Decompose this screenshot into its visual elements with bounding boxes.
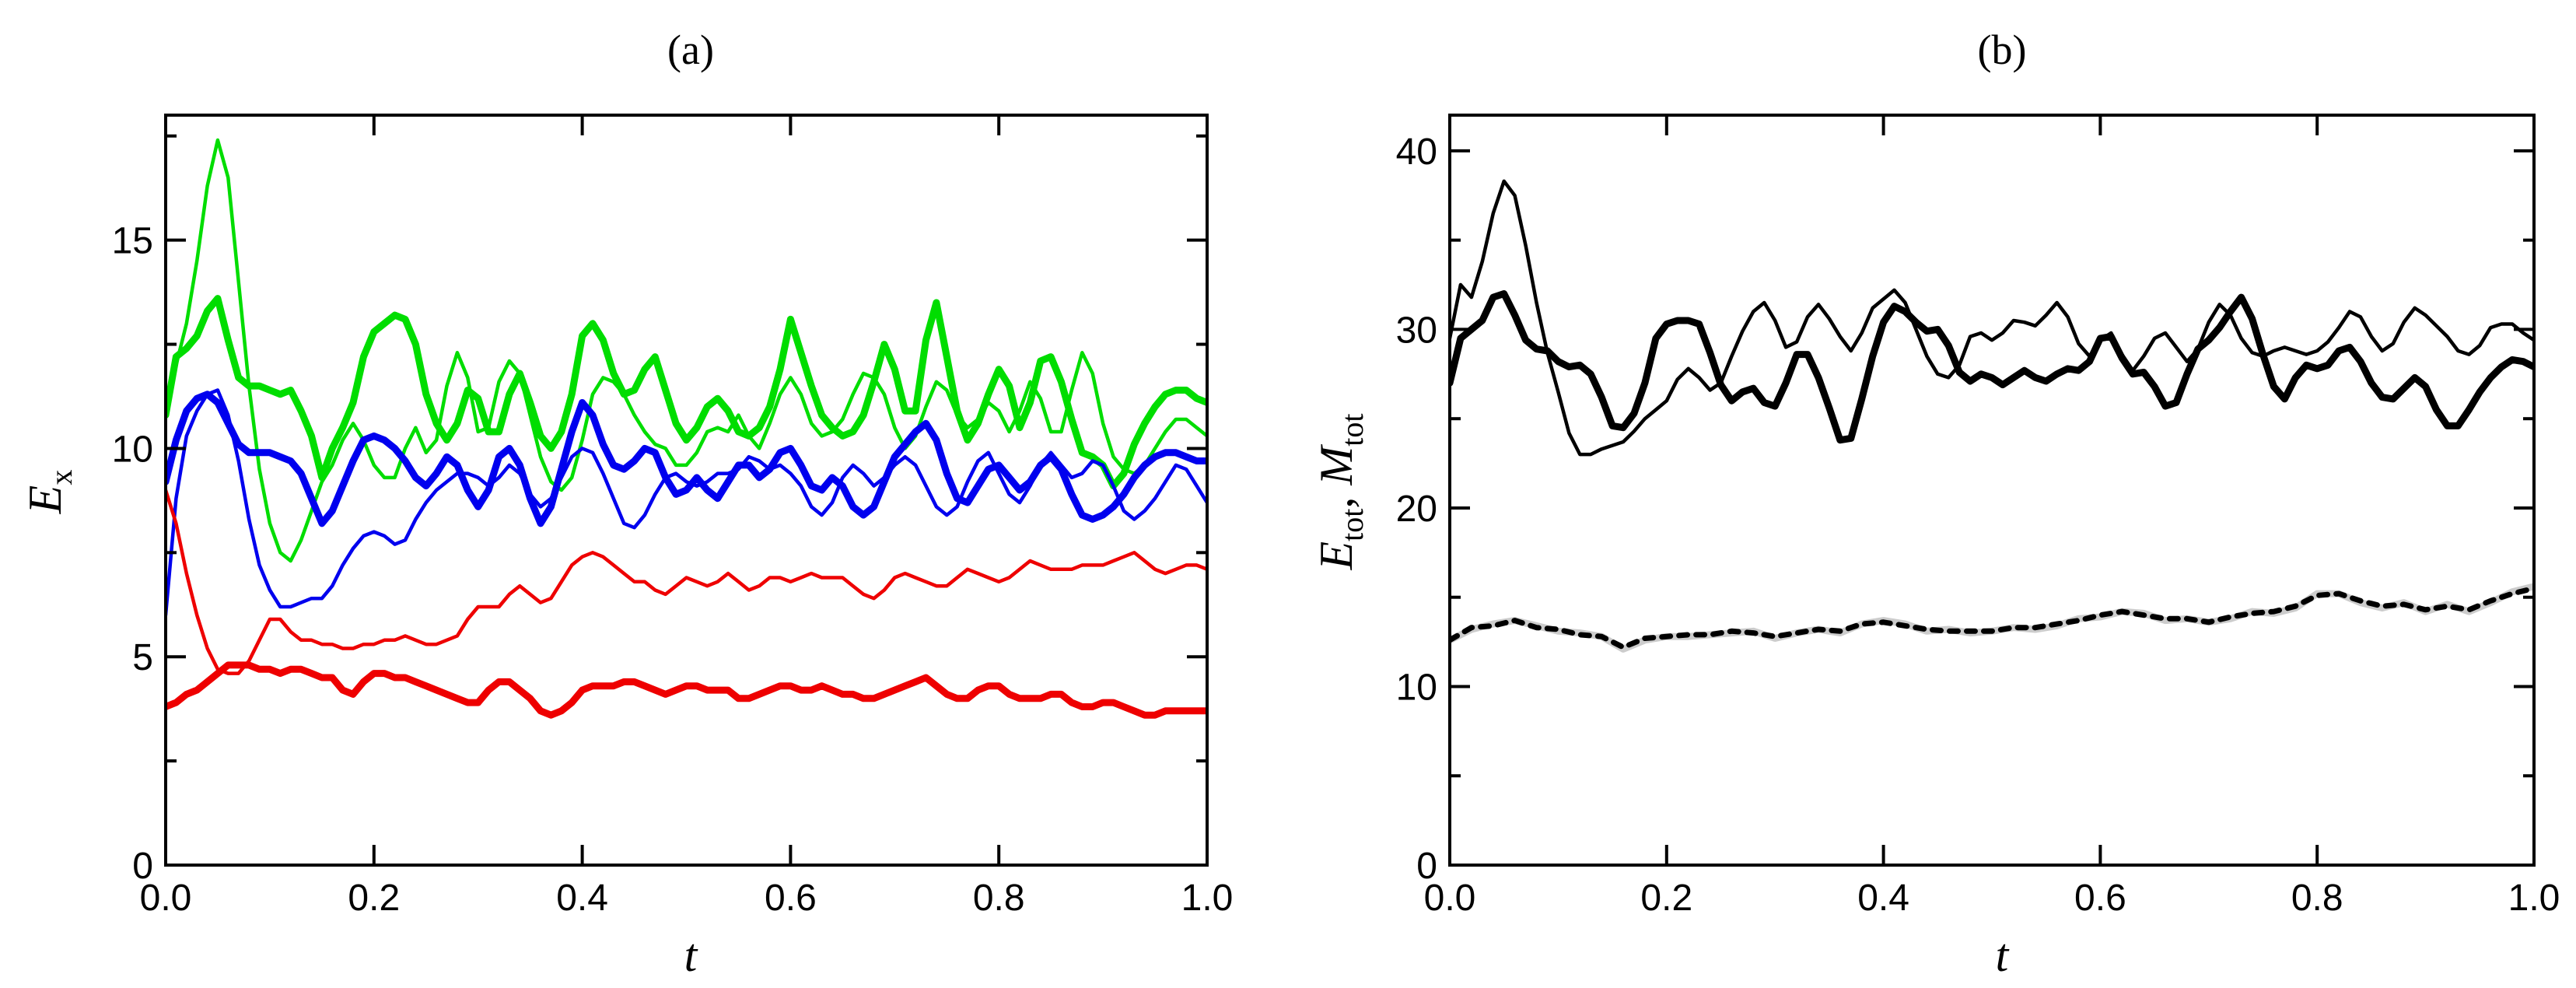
panel-a-xtick-label: 0.6 bbox=[765, 878, 817, 919]
panel-a-ylabel: Ex bbox=[19, 470, 79, 515]
panel-b-xtick-label: 0.6 bbox=[2074, 878, 2126, 919]
panel-b: (b) 0.0 0.2 0.4 0.6 0.8 1.0 0 10 20 30 40 t Etot, … bbox=[1311, 26, 2560, 981]
panel-b-xtick-label: 0.0 bbox=[1424, 878, 1476, 919]
panel-a-series bbox=[166, 138, 1207, 719]
panel-b-xtick-label: 0.2 bbox=[1640, 878, 1692, 919]
panel-a-xlabel: t bbox=[684, 930, 698, 981]
panel-a-series-red-thin bbox=[166, 488, 1207, 675]
panel-a-xtick-label: 0.2 bbox=[348, 878, 400, 919]
panel-a: (a) 0.0 0.2 0.4 0.6 0.8 1.0 0 5 10 15 t Ex bbox=[19, 26, 1233, 981]
panel-b-ytick-label: 20 bbox=[1396, 489, 1437, 530]
panel-b-series-black-dotted bbox=[1450, 585, 2534, 650]
panel-a-xtick-label: 0.8 bbox=[973, 878, 1025, 919]
panel-a-series-blue-thin bbox=[166, 388, 1207, 617]
panel-a-ylabel-sub: x bbox=[44, 470, 79, 485]
panel-b-ylabel-m-sub: tot bbox=[1335, 413, 1370, 446]
panel-a-xtick-label: 1.0 bbox=[1181, 878, 1234, 919]
panel-b-ylabel-sep: , bbox=[1311, 485, 1362, 509]
panel-a-series-red-thick bbox=[166, 661, 1207, 719]
panel-b-series-black-thin bbox=[1450, 179, 2534, 457]
panel-b-ylabel-e: E bbox=[1311, 541, 1362, 571]
panel-a-xtick-label: 0.4 bbox=[556, 878, 608, 919]
panel-b-plot-frame bbox=[1448, 114, 2536, 867]
panel-a-ticks: 0.0 0.2 0.4 0.6 0.8 1.0 0 5 10 15 bbox=[112, 115, 1234, 919]
panel-a-plot-frame bbox=[164, 114, 1209, 867]
panel-b-series-gray-thick bbox=[1450, 583, 2534, 653]
panel-b-xtick-label: 0.4 bbox=[1857, 878, 1909, 919]
panel-b-xlabel: t bbox=[1996, 930, 2010, 981]
panel-a-series-green-thin bbox=[166, 138, 1207, 563]
panel-b-ytick-label: 10 bbox=[1396, 667, 1437, 708]
panel-b-ytick-label: 0 bbox=[1416, 846, 1437, 887]
panel-a-ylabel-main: E bbox=[19, 485, 71, 515]
panel-b-series bbox=[1450, 179, 2534, 653]
panel-a-xtick-label: 0.0 bbox=[140, 878, 192, 919]
panel-a-title: (a) bbox=[667, 26, 714, 73]
panel-b-ylabel-e-sub: tot bbox=[1335, 509, 1370, 541]
panel-b-title: (b) bbox=[1978, 26, 2027, 73]
panel-b-ytick-label: 30 bbox=[1396, 310, 1437, 351]
panel-a-ytick-label: 0 bbox=[132, 846, 153, 887]
panel-a-ytick-label: 10 bbox=[112, 429, 153, 470]
panel-a-series-blue-thick bbox=[166, 391, 1207, 527]
panel-b-series-black-thick bbox=[1450, 290, 2534, 444]
panel-b-xtick-label: 1.0 bbox=[2508, 878, 2560, 919]
panel-b-ticks: 0.0 0.2 0.4 0.6 0.8 1.0 0 10 20 30 40 bbox=[1396, 115, 2560, 919]
panel-a-ytick-label: 5 bbox=[132, 637, 153, 678]
panel-b-xtick-label: 0.8 bbox=[2291, 878, 2343, 919]
panel-b-ylabel: Etot, Mtot bbox=[1311, 413, 1370, 570]
panel-b-ytick-label: 40 bbox=[1396, 131, 1437, 173]
panel-a-ytick-label: 15 bbox=[112, 221, 153, 262]
panel-b-ylabel-m: M bbox=[1311, 444, 1362, 486]
